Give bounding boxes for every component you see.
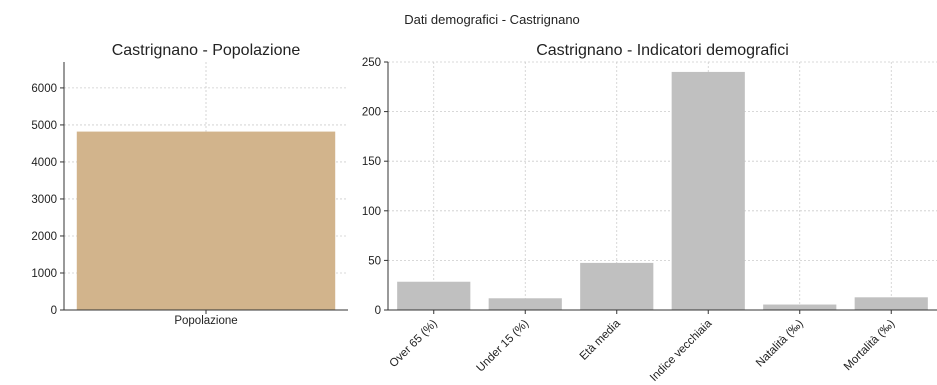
population-chart: Castrignano - Popolazione 0 1000 2000 3000 40… (31, 42, 348, 327)
bar (671, 71, 745, 310)
x-tick-label: Popolazione (174, 315, 237, 327)
indicators-chart: Castrignano - Indicatori demografici 0 50 1… (362, 42, 937, 384)
x-tick-label: Mortalità (‰) (842, 318, 898, 374)
y-tick-label: 3000 (31, 194, 57, 206)
bar (397, 281, 471, 310)
y-tick-label: 5000 (31, 120, 57, 132)
bar (580, 262, 654, 310)
chart-title: Castrignano - Popolazione (112, 42, 301, 59)
x-tick-label: Under 15 (%) (475, 318, 532, 375)
y-tick-label: 1000 (31, 268, 57, 280)
y-tick-label: 250 (362, 57, 381, 69)
y-tick-label: 4000 (31, 157, 57, 169)
y-tick-label: 100 (362, 206, 381, 218)
bar (488, 298, 562, 310)
bar (763, 304, 837, 310)
y-tick-label: 200 (362, 107, 381, 119)
chart-title: Castrignano - Indicatori demografici (536, 42, 789, 59)
y-tick-label: 0 (51, 305, 57, 317)
x-tick-label: Over 65 (%) (388, 318, 440, 370)
y-tick-label: 0 (375, 305, 381, 317)
y-tick-label: 50 (368, 255, 381, 267)
x-tick-label: Indice vecchiaia (648, 317, 715, 384)
figure-suptitle: Dati demografici - Castrignano (404, 12, 580, 27)
bar (76, 131, 336, 310)
x-tick-label: Natalità (‰) (754, 318, 806, 370)
y-tick-label: 150 (362, 156, 381, 168)
y-tick-label: 2000 (31, 231, 57, 243)
x-tick-label: Età media (578, 317, 624, 363)
y-tick-label: 6000 (31, 83, 57, 95)
bar (854, 297, 928, 310)
